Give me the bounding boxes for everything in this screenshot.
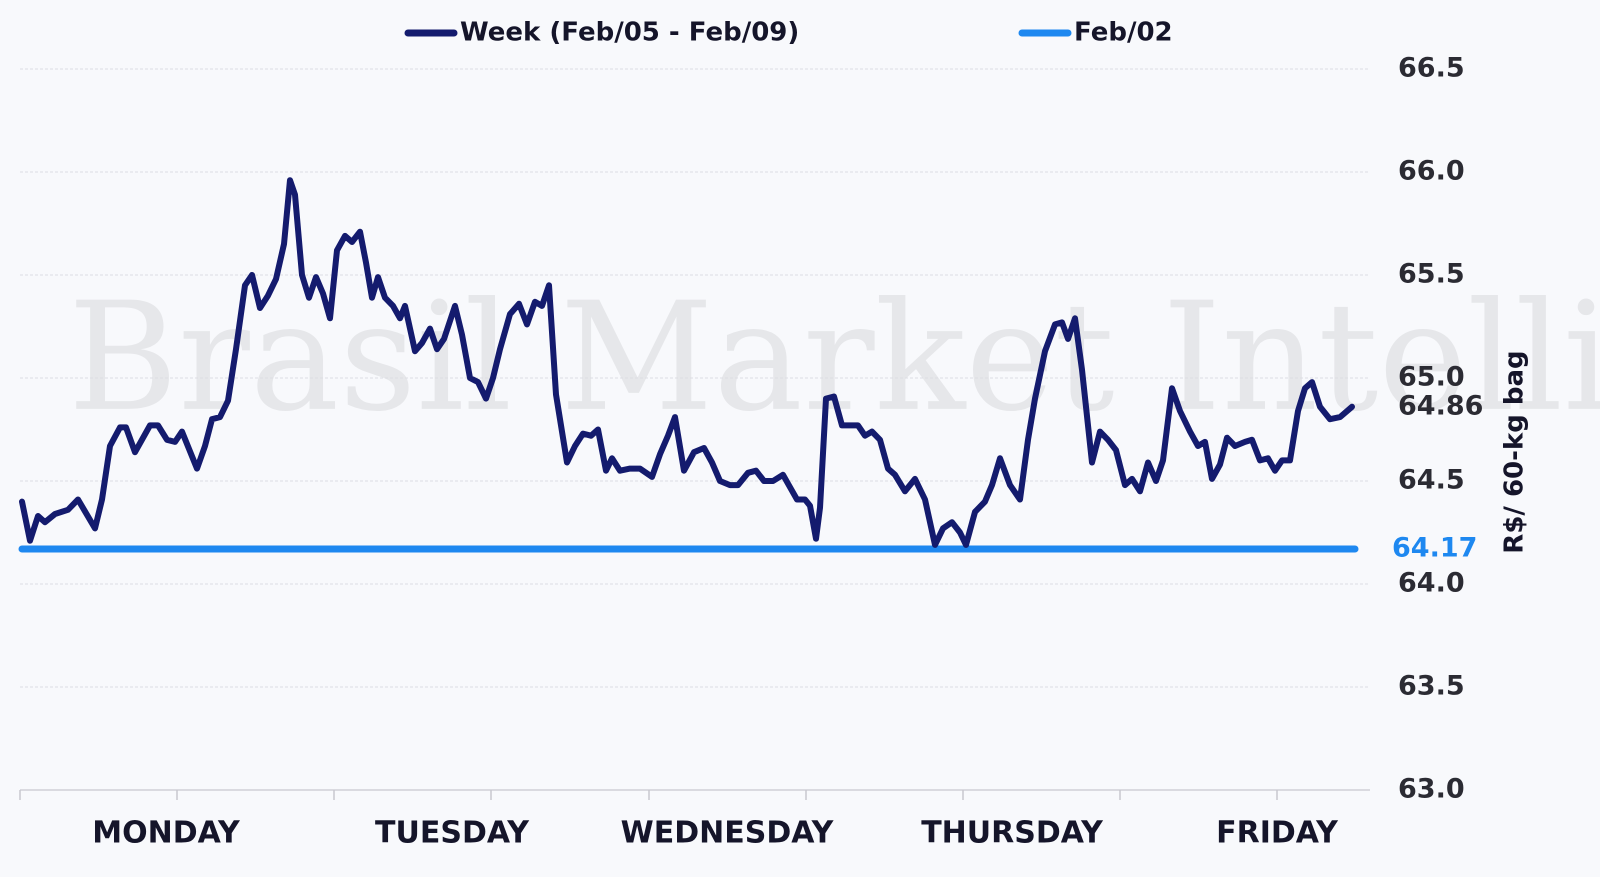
legend-label: Feb/02 [1074,18,1173,48]
end-value-label: 64.17 [1392,532,1477,563]
series-line [19,177,1355,548]
end-value-label: 64.86 [1398,390,1483,421]
x-tick-label: TUESDAY [375,816,530,851]
x-tick-label: MONDAY [92,816,241,851]
x-tick-label: THURSDAY [921,816,1104,851]
x-tick-label: FRIDAY [1216,816,1339,851]
x-tick-label: WEDNESDAY [621,816,835,851]
y-tick-label: 64.0 [1398,568,1465,599]
y-tick-label: 65.5 [1398,259,1465,290]
y-tick-label: 63.5 [1398,671,1465,702]
y-axis-label: R$/ 60-kg bag [1500,350,1530,553]
y-tick-label: 66.0 [1398,156,1465,187]
y-tick-label: 64.5 [1398,465,1465,496]
y-tick-label: 66.5 [1398,53,1465,84]
watermark: StoneX® Brasil Market Intelligence [0,271,1600,445]
y-tick-label: 65.0 [1398,362,1465,393]
y-tick-label: 63.0 [1398,774,1465,805]
legend-label: Week (Feb/05 - Feb/09) [460,18,799,48]
